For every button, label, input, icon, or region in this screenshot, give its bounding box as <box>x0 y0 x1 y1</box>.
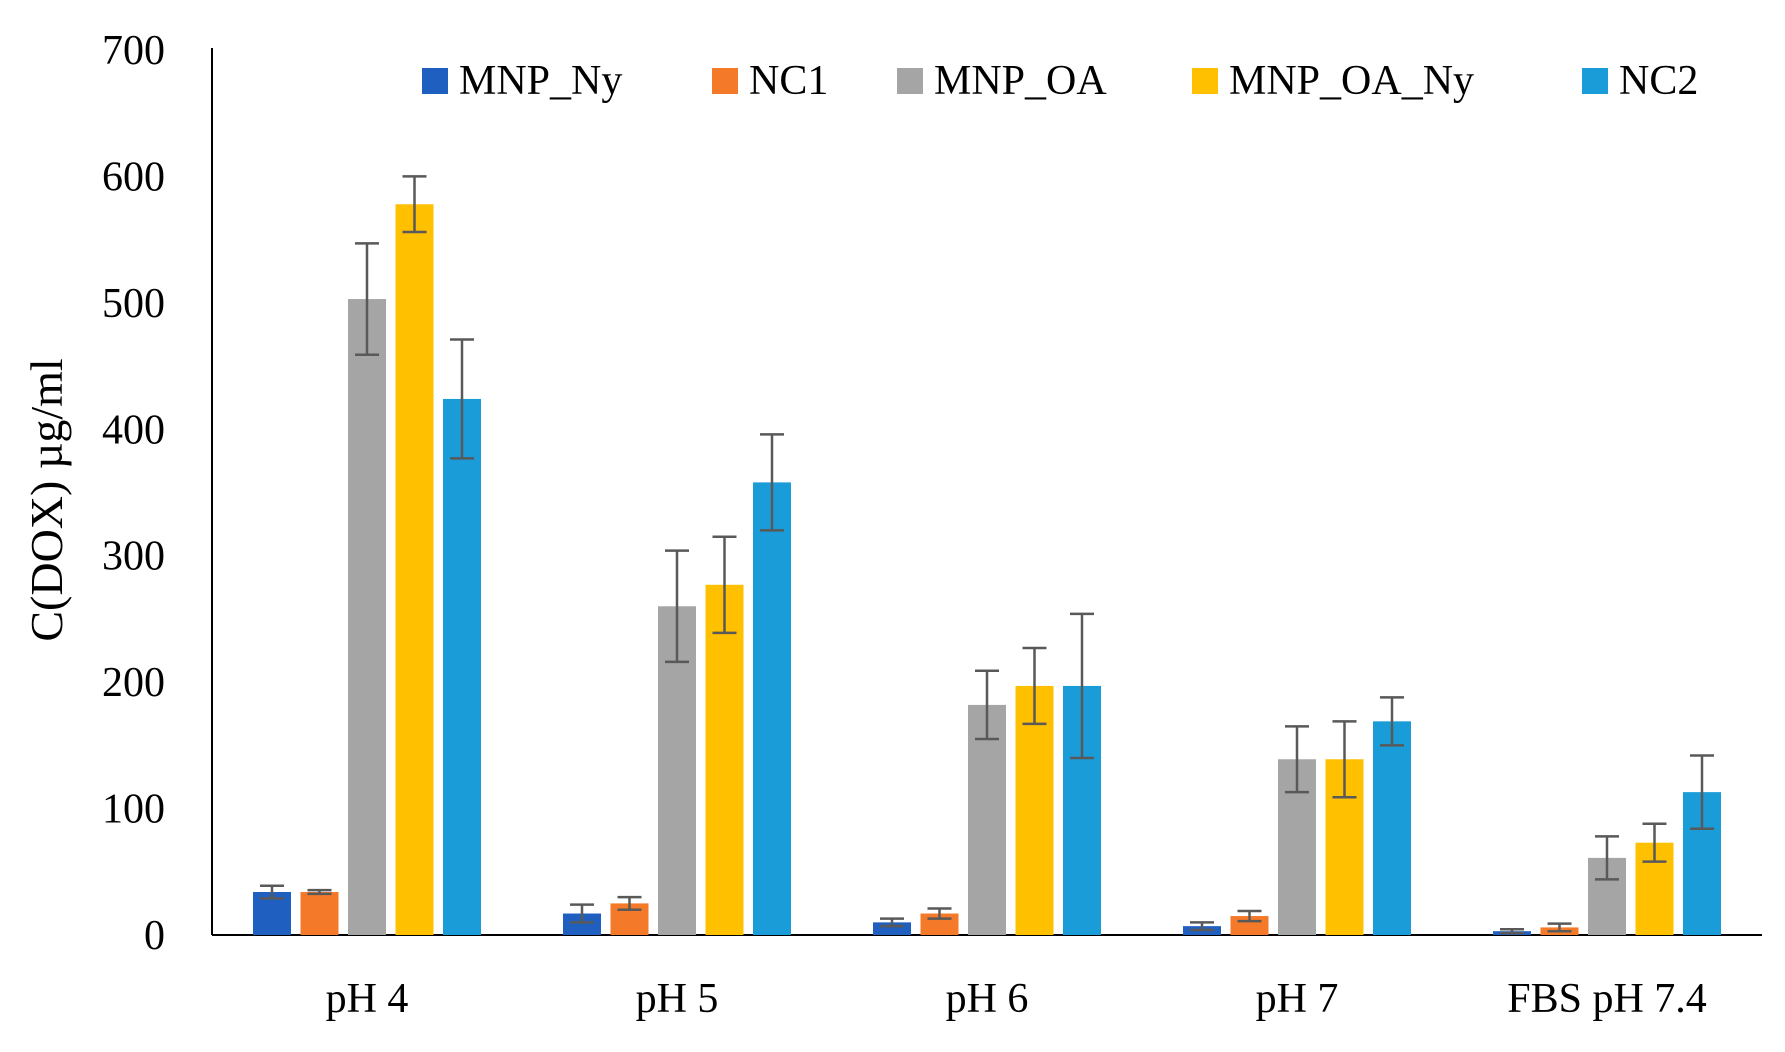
error-bar <box>1070 612 1094 760</box>
error-bar <box>1380 696 1404 747</box>
legend-swatch <box>422 68 448 94</box>
bar-mnp-oa-3 <box>968 704 1006 935</box>
legend-swatch <box>1192 68 1218 94</box>
bar-mnp-oa-ny-1 <box>395 204 434 935</box>
error-bar <box>880 917 904 928</box>
error-bar <box>1690 754 1714 831</box>
y-tick-label: 500 <box>102 281 165 327</box>
x-tick-label: FBS pH 7.4 <box>1507 976 1707 1022</box>
bar-mnp-ny-2 <box>563 913 601 935</box>
bar-mnp-oa-ny-3 <box>1015 685 1054 935</box>
x-tick-label: pH 6 <box>946 976 1029 1022</box>
y-tick-label: 700 <box>102 28 165 74</box>
y-tick-label: 0 <box>144 913 165 959</box>
error-bar <box>760 433 784 532</box>
legend-label: MNP_Ny <box>459 58 622 104</box>
bar-mnp-oa-1 <box>348 299 386 935</box>
legend-swatch <box>712 68 738 94</box>
error-bar <box>260 884 284 900</box>
error-bar <box>1285 725 1309 794</box>
error-bar <box>1500 928 1524 935</box>
error-bar <box>402 175 427 234</box>
error-bar <box>1642 822 1667 863</box>
error-bar <box>1237 909 1262 923</box>
x-tick-label: pH 5 <box>636 976 719 1022</box>
error-bar <box>712 535 737 635</box>
legend-swatch <box>1582 68 1608 94</box>
legend: MNP_Ny NC1 MNP_OA MNP_OA_Ny NC2 <box>422 58 1698 104</box>
error-bar <box>355 242 379 356</box>
y-tick-label: 200 <box>102 660 165 706</box>
plot-area: 0 100 200 300 400 500 600 700 pH 4 pH 5 pH 6 pH 7 FB… <box>102 28 1762 1022</box>
bar-nc1-1 <box>300 892 339 935</box>
error-bar <box>927 907 952 920</box>
legend-label: NC2 <box>1619 58 1698 104</box>
error-bar <box>1022 646 1047 726</box>
y-tick-label: 600 <box>102 154 165 200</box>
legend-label: NC1 <box>749 58 828 104</box>
error-bar <box>1595 835 1619 881</box>
bar-mnp-oa-ny-2 <box>705 584 744 935</box>
x-tick-label: pH 4 <box>326 976 409 1022</box>
legend-label: MNP_OA <box>934 58 1107 104</box>
y-axis-title: C(DOX) µg/ml <box>21 358 72 641</box>
error-bar <box>1547 922 1572 933</box>
bar-nc2-1 <box>443 398 481 935</box>
error-bar <box>570 903 594 924</box>
error-bar <box>665 549 689 664</box>
legend-swatch <box>897 68 923 94</box>
error-bar <box>450 338 474 460</box>
error-bar <box>975 669 999 741</box>
legend-label: MNP_OA_Ny <box>1229 58 1474 104</box>
error-bar <box>1332 720 1357 799</box>
y-tick-label: 400 <box>102 407 165 453</box>
error-bar <box>617 895 642 911</box>
y-tick-label: 300 <box>102 534 165 580</box>
x-tick-label: pH 7 <box>1256 976 1339 1022</box>
bar-nc2-2 <box>753 482 791 935</box>
error-bar <box>307 888 332 896</box>
y-tick-label: 100 <box>102 787 165 833</box>
error-bar <box>1190 921 1214 932</box>
bar-nc2-4 <box>1373 721 1411 935</box>
